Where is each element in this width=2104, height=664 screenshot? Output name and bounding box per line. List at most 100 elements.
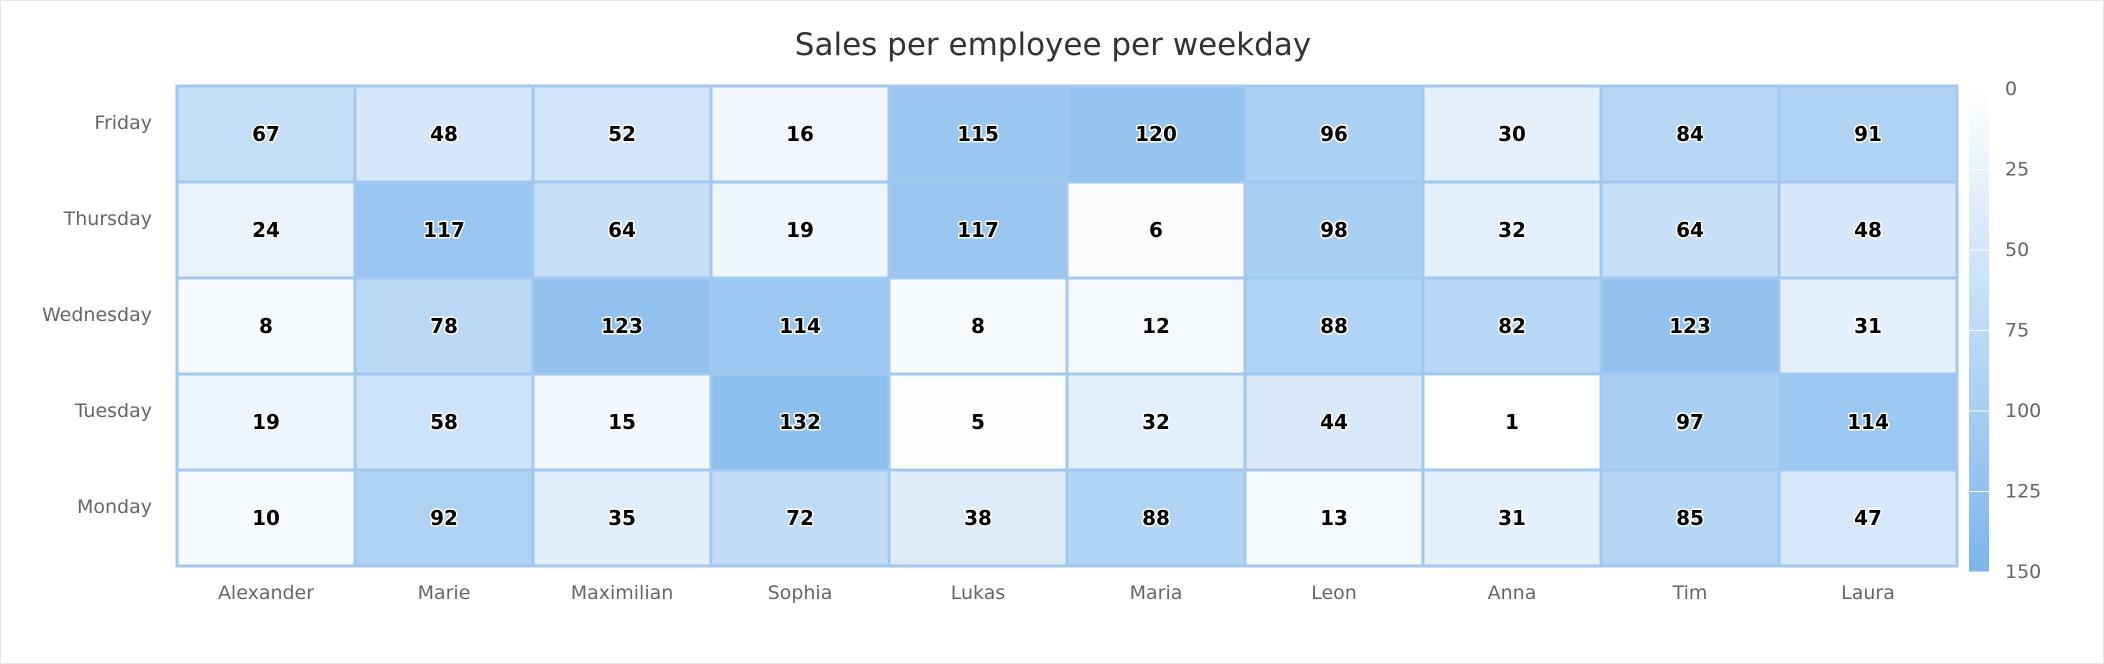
heatmap-cell[interactable] bbox=[887, 276, 1069, 376]
cell-value-label: 114 bbox=[1847, 410, 1889, 434]
color-legend-tick-label: 50 bbox=[2005, 239, 2029, 261]
heatmap-cell[interactable] bbox=[175, 276, 357, 376]
heatmap-cell-labels: 1019824679258781174835151236452721321141… bbox=[251, 121, 1891, 532]
heatmap-cell[interactable] bbox=[1421, 84, 1603, 184]
cell-value-label: 84 bbox=[1676, 122, 1704, 146]
cell-value-label: 64 bbox=[608, 218, 636, 242]
cell-value-label: 88 bbox=[1142, 506, 1170, 530]
x-axis-tick-label: Alexander bbox=[218, 582, 314, 604]
color-legend-tick-label: 100 bbox=[2005, 400, 2041, 422]
heatmap-cell[interactable] bbox=[709, 276, 891, 376]
cell-value-label: 16 bbox=[786, 122, 814, 146]
heatmap-cell[interactable] bbox=[353, 84, 535, 184]
x-axis-tick-label: Leon bbox=[1311, 582, 1357, 604]
cell-value-label: 97 bbox=[1676, 410, 1704, 434]
heatmap-cell[interactable] bbox=[1777, 180, 1959, 280]
cell-value-label: 98 bbox=[1320, 218, 1348, 242]
cell-value-label: 132 bbox=[779, 410, 821, 434]
heatmap-cell[interactable] bbox=[531, 180, 713, 280]
cell-value-label: 117 bbox=[423, 218, 465, 242]
cell-value-label: 64 bbox=[1676, 218, 1704, 242]
y-axis-tick-label: Tuesday bbox=[74, 400, 152, 422]
cell-value-label: 47 bbox=[1854, 506, 1882, 530]
y-axis-labels: Monday Tuesday Wednesday Thursday Friday bbox=[42, 112, 152, 518]
color-legend-tick-label: 75 bbox=[2005, 320, 2029, 342]
cell-value-label: 30 bbox=[1498, 122, 1526, 146]
cell-value-label: 24 bbox=[252, 218, 280, 242]
cell-value-label: 35 bbox=[608, 506, 636, 530]
cell-value-label: 1 bbox=[1505, 410, 1519, 434]
color-legend-tick-label: 125 bbox=[2005, 481, 2041, 503]
cell-value-label: 114 bbox=[779, 314, 821, 338]
cell-value-label: 72 bbox=[786, 506, 814, 530]
cell-value-label: 85 bbox=[1676, 506, 1704, 530]
heatmap-cell[interactable] bbox=[1421, 468, 1603, 568]
y-axis-tick-label: Monday bbox=[77, 496, 152, 518]
x-axis-tick-label: Sophia bbox=[768, 582, 833, 604]
heatmap-cell[interactable] bbox=[1599, 84, 1781, 184]
heatmap-cell[interactable] bbox=[353, 372, 535, 472]
heatmap-cell[interactable] bbox=[1599, 276, 1781, 376]
heatmap-cell[interactable] bbox=[709, 468, 891, 568]
heatmap-cell[interactable] bbox=[531, 84, 713, 184]
heatmap-cell[interactable] bbox=[353, 276, 535, 376]
heatmap-cell[interactable] bbox=[1777, 84, 1959, 184]
cell-value-label: 48 bbox=[430, 122, 458, 146]
cell-value-label: 10 bbox=[252, 506, 280, 530]
cell-value-label: 88 bbox=[1320, 314, 1348, 338]
cell-value-label: 92 bbox=[430, 506, 458, 530]
color-legend-tick-label: 25 bbox=[2005, 159, 2029, 181]
heatmap-cell[interactable] bbox=[1777, 468, 1959, 568]
heatmap-cell[interactable] bbox=[531, 372, 713, 472]
cell-value-label: 15 bbox=[608, 410, 636, 434]
cell-value-label: 8 bbox=[259, 314, 273, 338]
heatmap-cell[interactable] bbox=[1777, 372, 1959, 472]
heatmap-cell[interactable] bbox=[887, 468, 1069, 568]
heatmap-cell[interactable] bbox=[1421, 276, 1603, 376]
heatmap-cell[interactable] bbox=[709, 372, 891, 472]
heatmap-cell[interactable] bbox=[1421, 372, 1603, 472]
color-legend-tick-label: 150 bbox=[2005, 561, 2041, 583]
x-axis-tick-label: Lukas bbox=[951, 582, 1006, 604]
heatmap-cell[interactable] bbox=[887, 84, 1069, 184]
x-axis-tick-label: Maximilian bbox=[571, 582, 674, 604]
y-axis-tick-label: Thursday bbox=[63, 208, 152, 230]
cell-value-label: 31 bbox=[1498, 506, 1526, 530]
x-axis-tick-label: Laura bbox=[1841, 582, 1895, 604]
cell-value-label: 5 bbox=[971, 410, 985, 434]
cell-value-label: 52 bbox=[608, 122, 636, 146]
cell-value-label: 123 bbox=[1669, 314, 1711, 338]
cell-value-label: 117 bbox=[957, 218, 999, 242]
cell-value-label: 96 bbox=[1320, 122, 1348, 146]
cell-value-label: 67 bbox=[252, 122, 280, 146]
heatmap-cell[interactable] bbox=[175, 84, 357, 184]
x-axis-labels: Alexander Marie Maximilian Sophia Lukas Maria… bbox=[218, 582, 1895, 604]
cell-value-label: 82 bbox=[1498, 314, 1526, 338]
heatmap-cell[interactable] bbox=[175, 180, 357, 280]
cell-value-label: 58 bbox=[430, 410, 458, 434]
cell-value-label: 123 bbox=[601, 314, 643, 338]
cell-value-label: 8 bbox=[971, 314, 985, 338]
cell-value-label: 31 bbox=[1854, 314, 1882, 338]
x-axis-tick-label: Anna bbox=[1488, 582, 1537, 604]
cell-value-label: 115 bbox=[957, 122, 999, 146]
heatmap-cell[interactable] bbox=[1065, 276, 1247, 376]
heatmap-cell[interactable] bbox=[531, 468, 713, 568]
heatmap-cell[interactable] bbox=[1599, 372, 1781, 472]
heatmap-cell[interactable] bbox=[1065, 84, 1247, 184]
color-legend-tick-label: 0 bbox=[2005, 78, 2017, 100]
cell-value-label: 19 bbox=[786, 218, 814, 242]
x-axis-tick-label: Tim bbox=[1672, 582, 1708, 604]
cell-value-label: 48 bbox=[1854, 218, 1882, 242]
cell-value-label: 32 bbox=[1142, 410, 1170, 434]
cell-value-label: 12 bbox=[1142, 314, 1170, 338]
heatmap-cell[interactable] bbox=[175, 372, 357, 472]
heatmap-cell[interactable] bbox=[1243, 372, 1425, 472]
heatmap-cell[interactable] bbox=[709, 84, 891, 184]
y-axis-tick-label: Friday bbox=[94, 112, 152, 134]
heatmap-cell[interactable] bbox=[1243, 180, 1425, 280]
x-axis-tick-label: Marie bbox=[418, 582, 471, 604]
cell-value-label: 32 bbox=[1498, 218, 1526, 242]
cell-value-label: 38 bbox=[964, 506, 992, 530]
cell-value-label: 13 bbox=[1320, 506, 1348, 530]
